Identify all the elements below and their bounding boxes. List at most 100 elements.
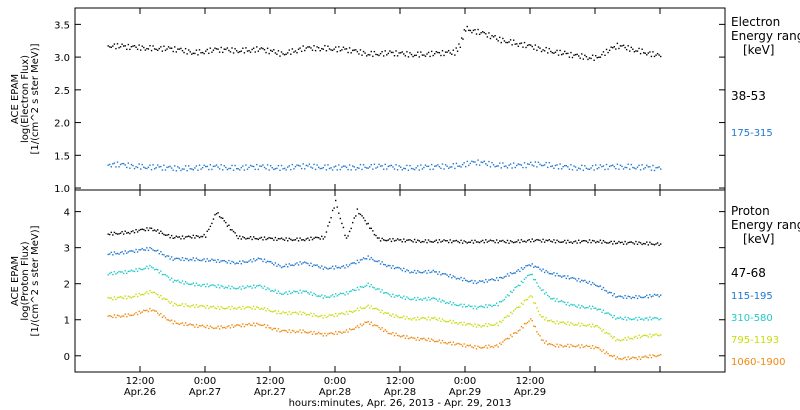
- data-point: [463, 162, 465, 164]
- data-point: [656, 334, 659, 336]
- data-point: [251, 165, 253, 167]
- data-point: [127, 231, 130, 234]
- data-point: [530, 44, 532, 46]
- data-point: [317, 266, 320, 268]
- data-point: [423, 241, 425, 243]
- data-point: [458, 304, 461, 306]
- data-point: [650, 169, 653, 171]
- data-point: [248, 322, 250, 325]
- data-point: [231, 164, 233, 167]
- data-point: [299, 311, 301, 313]
- data-point: [209, 164, 212, 166]
- data-point: [322, 166, 325, 169]
- data-point: [362, 217, 365, 219]
- data-point: [174, 237, 176, 239]
- data-point: [285, 311, 287, 314]
- data-point: [395, 239, 397, 242]
- data-point: [413, 297, 416, 299]
- data-point: [161, 253, 164, 256]
- data-point: [223, 308, 225, 310]
- data-point: [218, 216, 221, 218]
- data-point: [113, 270, 116, 273]
- data-point: [477, 324, 479, 326]
- data-point: [336, 169, 338, 171]
- data-point: [214, 47, 216, 49]
- data-point: [472, 242, 475, 244]
- data-point: [607, 168, 609, 170]
- data-point: [410, 319, 413, 321]
- data-point: [183, 324, 185, 327]
- data-point: [376, 308, 379, 310]
- data-point: [619, 241, 622, 244]
- data-point: [553, 272, 555, 274]
- data-point: [226, 168, 229, 171]
- data-point: [516, 332, 518, 334]
- data-point: [591, 345, 594, 347]
- data-point: [107, 253, 109, 256]
- data-point: [582, 280, 585, 282]
- data-point: [581, 53, 583, 55]
- data-point: [469, 162, 472, 165]
- data-point: [403, 334, 405, 337]
- data-point: [615, 242, 617, 245]
- data-point: [235, 235, 238, 237]
- data-point: [203, 258, 205, 260]
- data-point: [632, 356, 634, 358]
- data-point: [375, 288, 377, 291]
- data-point: [133, 167, 136, 170]
- data-point: [321, 47, 323, 50]
- data-point: [356, 208, 359, 210]
- data-point: [655, 167, 657, 169]
- data-point: [138, 310, 140, 313]
- data-point: [228, 224, 230, 226]
- data-point: [642, 319, 645, 321]
- data-point: [307, 237, 309, 239]
- data-point: [115, 47, 117, 50]
- data-point: [121, 43, 123, 45]
- data-point: [239, 235, 241, 237]
- data-point: [232, 169, 235, 171]
- data-point: [522, 166, 524, 169]
- data-point: [149, 289, 151, 292]
- data-point: [449, 52, 451, 54]
- data-point: [409, 52, 411, 54]
- data-point: [158, 252, 160, 255]
- data-point: [163, 315, 165, 317]
- data-point: [441, 240, 444, 242]
- data-point: [460, 276, 462, 279]
- data-point: [409, 164, 411, 167]
- data-point: [310, 312, 312, 314]
- data-point: [452, 320, 455, 322]
- data-point: [302, 290, 304, 292]
- data-point: [338, 46, 340, 48]
- x-tick-label-date: Apr.29: [514, 387, 546, 398]
- data-point: [356, 325, 359, 327]
- data-point: [389, 294, 391, 296]
- data-point: [613, 240, 615, 243]
- data-point: [457, 277, 459, 280]
- data-point: [257, 238, 260, 241]
- data-point: [297, 313, 300, 315]
- data-point: [310, 166, 312, 168]
- data-point: [209, 225, 212, 228]
- data-point: [155, 268, 157, 271]
- data-point: [290, 292, 292, 295]
- data-point: [426, 319, 428, 321]
- data-point: [460, 37, 463, 39]
- data-point: [485, 33, 487, 35]
- data-point: [324, 332, 326, 335]
- proton-ytick-label: 2: [64, 280, 70, 291]
- data-point: [447, 302, 450, 305]
- data-point: [635, 335, 637, 338]
- data-point: [150, 266, 153, 268]
- data-point: [293, 264, 295, 267]
- data-point: [240, 326, 242, 328]
- data-point: [415, 54, 417, 56]
- data-point: [163, 254, 165, 256]
- data-point: [382, 168, 385, 170]
- data-point: [508, 315, 510, 318]
- data-point: [624, 240, 626, 243]
- data-point: [530, 295, 532, 297]
- data-point: [559, 49, 561, 52]
- data-point: [245, 47, 247, 49]
